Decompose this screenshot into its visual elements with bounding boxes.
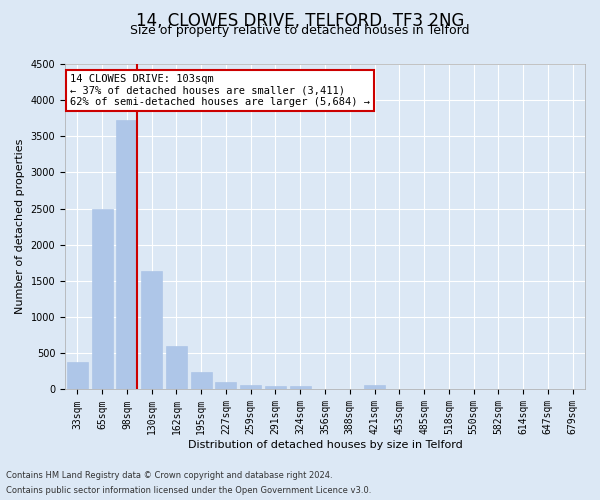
Bar — [265, 386, 286, 390]
Text: 14, CLOWES DRIVE, TELFORD, TF3 2NG: 14, CLOWES DRIVE, TELFORD, TF3 2NG — [136, 12, 464, 30]
Text: 14 CLOWES DRIVE: 103sqm
← 37% of detached houses are smaller (3,411)
62% of semi: 14 CLOWES DRIVE: 103sqm ← 37% of detache… — [70, 74, 370, 107]
Bar — [141, 271, 162, 390]
Text: Contains public sector information licensed under the Open Government Licence v3: Contains public sector information licen… — [6, 486, 371, 495]
Text: Contains HM Land Registry data © Crown copyright and database right 2024.: Contains HM Land Registry data © Crown c… — [6, 471, 332, 480]
Bar — [191, 372, 212, 390]
X-axis label: Distribution of detached houses by size in Telford: Distribution of detached houses by size … — [188, 440, 463, 450]
Bar — [215, 382, 236, 390]
Y-axis label: Number of detached properties: Number of detached properties — [15, 139, 25, 314]
Bar — [364, 385, 385, 390]
Text: Size of property relative to detached houses in Telford: Size of property relative to detached ho… — [130, 24, 470, 37]
Bar — [290, 386, 311, 390]
Bar — [116, 120, 137, 390]
Bar — [240, 385, 261, 390]
Bar — [166, 346, 187, 390]
Bar — [67, 362, 88, 390]
Bar — [92, 208, 113, 390]
